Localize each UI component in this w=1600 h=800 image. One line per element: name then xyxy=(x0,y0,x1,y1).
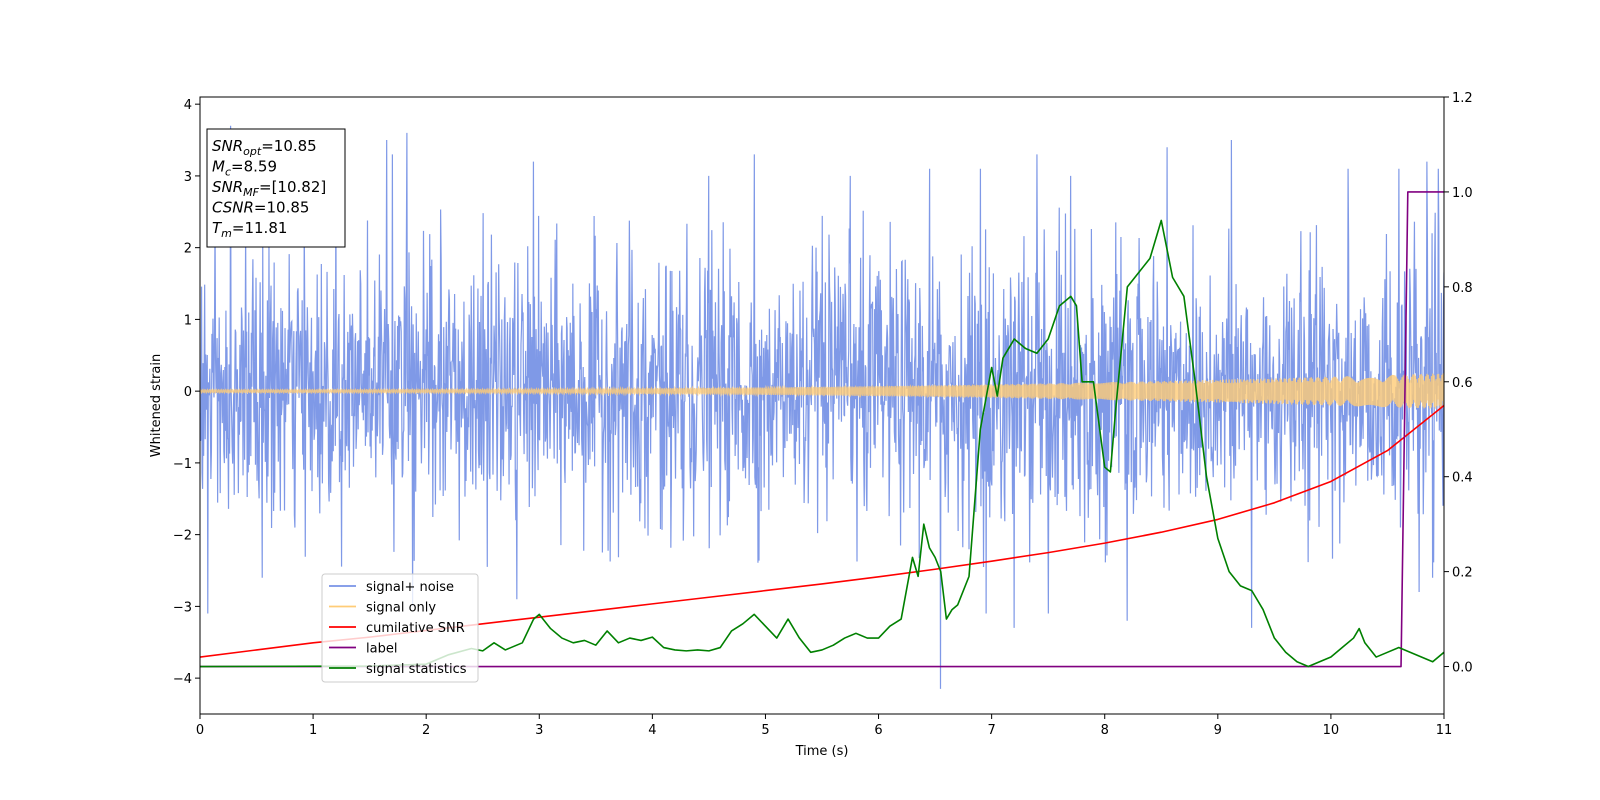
y2-tick-label: 1.0 xyxy=(1452,186,1473,201)
annotation-line: Mc=8.59 xyxy=(212,158,277,179)
x-tick-label: 1 xyxy=(309,723,317,738)
y2-tick-label: 0.2 xyxy=(1452,566,1473,581)
y-tick-label: −3 xyxy=(173,600,192,615)
x-axis-label: Time (s) xyxy=(795,744,849,759)
x-axis: 0 1 2 3 4 5 6 7 8 9 10 11 xyxy=(196,714,1452,738)
annotation-line: SNRMF=[10.82] xyxy=(212,178,326,199)
y-tick-label: −4 xyxy=(173,672,192,687)
legend-label: cumilative SNR xyxy=(366,621,465,636)
y-tick-label: 4 xyxy=(184,98,192,113)
x-tick-label: 4 xyxy=(648,723,656,738)
x-tick-label: 7 xyxy=(987,723,995,738)
y-axis-right: 0.0 0.2 0.4 0.6 0.8 1.0 1.2 xyxy=(1444,91,1473,676)
y-axis-label: Whitened strain xyxy=(149,354,164,457)
annotation-box xyxy=(206,128,346,248)
y-tick-label: 2 xyxy=(184,242,192,257)
y2-tick-label: 0.0 xyxy=(1452,661,1473,676)
legend-box xyxy=(321,573,479,683)
y-tick-label: 1 xyxy=(184,313,192,328)
x-tick-label: 3 xyxy=(535,723,543,738)
y-tick-label: −1 xyxy=(173,457,192,472)
x-tick-label: 6 xyxy=(874,723,882,738)
legend-label: signal+ noise xyxy=(366,580,454,595)
legend-label: label xyxy=(366,642,397,657)
plot-frame xyxy=(199,96,1445,715)
annotation-line: SNRopt=10.85 xyxy=(212,137,317,158)
y2-tick-label: 0.4 xyxy=(1452,471,1473,486)
series-signal-only xyxy=(200,373,1444,409)
y-tick-label: 3 xyxy=(184,170,192,185)
y2-tick-label: 1.2 xyxy=(1452,91,1473,106)
y-axis-left: −4 −3 −2 −1 0 1 2 3 4 xyxy=(173,98,200,687)
x-tick-label: 9 xyxy=(1214,723,1222,738)
legend-label: signal statistics xyxy=(366,662,467,677)
x-tick-label: 5 xyxy=(761,723,769,738)
x-tick-label: 10 xyxy=(1323,723,1340,738)
series-signal-statistics xyxy=(200,219,1444,668)
x-tick-label: 0 xyxy=(196,723,204,738)
y-tick-label: −2 xyxy=(173,529,192,544)
annotation-line: Tm=11.81 xyxy=(212,219,287,240)
legend-label: signal only xyxy=(366,601,436,616)
y-tick-label: 0 xyxy=(184,385,192,400)
y2-tick-label: 0.6 xyxy=(1452,376,1473,391)
x-tick-label: 2 xyxy=(422,723,430,738)
x-tick-label: 8 xyxy=(1101,723,1109,738)
x-tick-label: 11 xyxy=(1436,723,1453,738)
stats-annotation-box: SNRopt=10.85Mc=8.59SNRMF=[10.82]CSNR=10.… xyxy=(206,128,346,248)
annotation-line: CSNR=10.85 xyxy=(212,199,309,217)
legend: signal+ noise signal only cumilative SNR la… xyxy=(321,573,479,683)
series-label xyxy=(200,191,1444,668)
y2-tick-label: 0.8 xyxy=(1452,281,1473,296)
